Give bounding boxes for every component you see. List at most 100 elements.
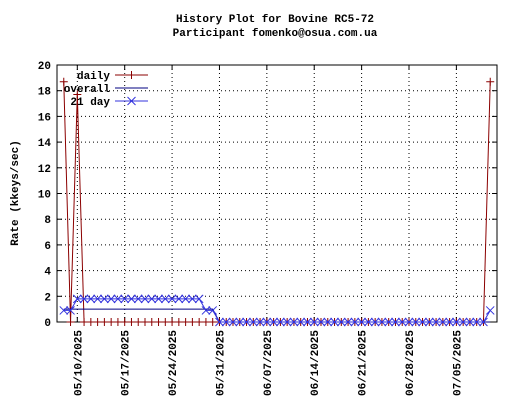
y-tick-label: 16: [38, 112, 51, 124]
plus-marker: [127, 71, 136, 79]
x-tick-label: 05/10/2025: [73, 330, 85, 396]
y-tick-label: 20: [38, 61, 51, 73]
x-marker: [167, 294, 177, 304]
plus-marker: [174, 318, 183, 326]
x-tick-label: 06/14/2025: [310, 330, 322, 396]
x-marker: [424, 317, 434, 327]
x-marker: [309, 317, 319, 327]
x-marker: [133, 294, 143, 304]
plus-marker: [188, 318, 197, 326]
x-marker: [221, 317, 231, 327]
x-marker: [235, 317, 245, 327]
x-marker: [296, 317, 306, 327]
x-marker: [336, 317, 346, 327]
x-marker: [86, 294, 96, 304]
legend-label: overall: [64, 84, 111, 96]
y-tick-label: 14: [38, 138, 52, 150]
y-tick-label: 12: [38, 164, 51, 176]
y-tick-label: 8: [44, 215, 51, 227]
x-marker: [303, 317, 312, 327]
legend-label: daily: [77, 71, 110, 83]
plus-marker: [486, 77, 495, 86]
x-tick-label: 07/05/2025: [452, 330, 464, 396]
x-marker: [323, 317, 333, 327]
plus-marker: [86, 318, 95, 326]
x-marker: [357, 317, 366, 327]
y-tick-label: 0: [44, 318, 51, 330]
plus-marker: [66, 318, 75, 326]
y-tick-label: 4: [44, 267, 51, 279]
x-marker: [181, 294, 190, 304]
x-tick-label: 06/28/2025: [405, 330, 417, 396]
plus-marker: [161, 318, 170, 326]
x-marker: [127, 96, 136, 106]
x-marker: [127, 294, 136, 304]
x-tick-label: 05/24/2025: [168, 330, 180, 396]
x-marker: [154, 294, 163, 304]
y-tick-label: 10: [38, 190, 51, 202]
x-marker: [472, 317, 482, 327]
x-marker: [188, 294, 197, 304]
x-marker: [147, 294, 157, 304]
x-marker: [485, 306, 495, 315]
x-marker: [262, 317, 272, 327]
x-marker: [66, 306, 75, 315]
plus-marker: [208, 318, 217, 326]
x-marker: [160, 294, 170, 304]
x-marker: [113, 294, 123, 304]
plus-marker: [80, 318, 89, 326]
plus-marker: [100, 318, 109, 326]
x-marker: [431, 317, 441, 327]
x-marker: [370, 317, 380, 327]
plus-marker: [181, 318, 190, 326]
x-marker: [276, 317, 285, 327]
x-marker: [479, 317, 488, 327]
plus-marker: [93, 318, 102, 326]
plus-marker: [141, 318, 149, 326]
y-tick-label: 18: [38, 87, 52, 99]
x-marker: [458, 317, 468, 327]
x-marker: [248, 317, 258, 327]
x-marker: [445, 317, 454, 327]
plus-marker: [147, 318, 156, 326]
x-marker: [93, 294, 102, 304]
x-marker: [404, 317, 414, 327]
y-tick-label: 2: [44, 292, 51, 304]
x-marker: [397, 317, 407, 327]
x-marker: [343, 317, 353, 327]
x-marker: [418, 317, 427, 327]
plus-marker: [127, 318, 136, 326]
plus-marker: [73, 90, 82, 99]
x-marker: [106, 294, 116, 304]
x-marker: [79, 294, 89, 304]
x-marker: [201, 306, 211, 315]
x-marker: [100, 294, 109, 304]
x-marker: [350, 317, 360, 327]
x-marker: [242, 317, 251, 327]
y-tick-label: 6: [44, 241, 51, 253]
series-line: [63, 298, 491, 323]
x-marker: [208, 306, 218, 315]
x-marker: [269, 317, 278, 327]
y-axis-label: Rate (kkeys/sec): [10, 140, 22, 246]
x-tick-label: 06/07/2025: [263, 330, 275, 396]
x-marker: [465, 317, 475, 327]
x-marker: [438, 317, 448, 327]
plus-marker: [134, 318, 143, 326]
x-marker: [174, 294, 184, 304]
x-marker: [384, 317, 394, 327]
x-marker: [120, 294, 130, 304]
plus-marker: [113, 318, 122, 326]
plus-marker: [59, 77, 68, 86]
x-tick-label: 05/31/2025: [215, 330, 227, 396]
x-marker: [377, 317, 387, 327]
plus-marker: [107, 318, 116, 326]
x-marker: [255, 317, 265, 327]
x-marker: [194, 294, 204, 304]
x-marker: [316, 317, 326, 327]
x-marker: [364, 317, 373, 327]
plus-marker: [154, 318, 163, 326]
legend-label: 21 day: [70, 97, 110, 109]
